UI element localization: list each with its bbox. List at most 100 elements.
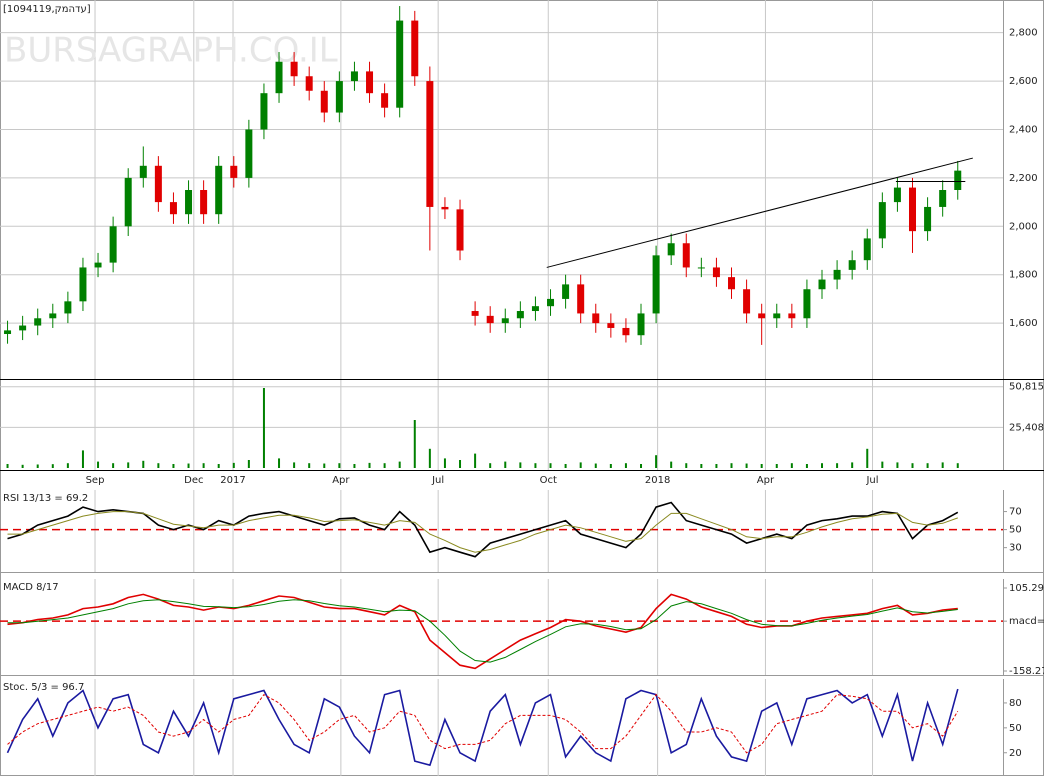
x-tick-label: Jul — [431, 475, 444, 486]
volume-bar — [685, 463, 688, 468]
candle-body — [109, 226, 117, 263]
candle-body — [396, 20, 404, 108]
volume-bar — [730, 463, 733, 468]
candle-body — [230, 165, 238, 178]
candle-body — [456, 209, 464, 251]
candle-body — [773, 313, 781, 319]
volume-bar — [609, 464, 612, 468]
volume-bar — [443, 458, 446, 468]
candle-body — [411, 20, 419, 77]
candle-body — [305, 76, 313, 91]
candle-body — [803, 289, 811, 319]
volume-bar — [459, 460, 462, 468]
candle-body — [667, 243, 675, 256]
volume-bar — [821, 463, 824, 468]
y-tick-label: 1,600 — [1009, 318, 1038, 329]
candle-body — [712, 267, 720, 278]
volume-bar — [489, 463, 492, 468]
watermark: BURSAGRAPH.CO.IL — [4, 31, 338, 71]
x-tick-label: 2018 — [645, 475, 670, 486]
candle-body — [531, 306, 539, 312]
y-tick-label: 2,800 — [1009, 28, 1038, 39]
y-tick-label: 50,815 — [1009, 382, 1044, 393]
y-tick-label: 70 — [1009, 507, 1022, 518]
candle-body — [94, 262, 102, 268]
candle-body — [516, 311, 524, 319]
y-tick-label: 2,400 — [1009, 124, 1038, 135]
candle-body — [547, 298, 555, 307]
volume-bar — [338, 463, 341, 468]
chart-title: [1094119,קמהדע] — [3, 4, 91, 15]
volume-bar — [66, 463, 69, 468]
indicator-line — [7, 501, 959, 558]
candle-body — [577, 284, 585, 314]
volume-bar — [308, 463, 311, 468]
volume-bar — [172, 464, 175, 468]
candle-body — [863, 238, 871, 261]
volume-bar — [564, 464, 567, 468]
y-tick-label: 1,800 — [1009, 270, 1038, 281]
volume-bar — [51, 464, 54, 468]
candle-body — [49, 313, 57, 319]
volume-bar — [881, 461, 884, 468]
candle-body — [924, 206, 932, 232]
indicator-line — [7, 693, 959, 754]
candle-body — [592, 313, 600, 324]
volume-bar — [97, 461, 100, 468]
candle-body — [200, 190, 208, 215]
x-tick-label: 2017 — [220, 475, 245, 486]
volume-bar — [519, 462, 522, 468]
candle-body — [818, 279, 826, 290]
panel-title: RSI 13/13 = 69.2 — [3, 493, 88, 504]
candle-body — [637, 313, 645, 336]
candle-body — [169, 202, 177, 215]
volume-bar — [187, 463, 190, 468]
candle-body — [909, 187, 917, 232]
volume-bar — [956, 463, 959, 468]
x-tick-label: Jul — [865, 475, 878, 486]
candle-body — [260, 93, 268, 130]
volume-bar — [549, 463, 552, 468]
candle-body — [848, 260, 856, 270]
candle-body — [682, 243, 690, 268]
candle-body — [743, 289, 751, 314]
candle-body — [350, 71, 358, 82]
candle-body — [335, 81, 343, 113]
volume-bar — [36, 464, 39, 468]
candle-body — [275, 61, 283, 94]
candle-body — [833, 269, 841, 280]
volume-bar — [127, 462, 130, 468]
y-tick-label: -158.27 — [1009, 666, 1044, 677]
volume-bar — [157, 463, 160, 468]
indicator-line — [7, 511, 958, 553]
volume-bar — [293, 462, 296, 468]
candle-body — [878, 202, 886, 239]
y-tick-label: 2,000 — [1009, 221, 1038, 232]
volume-bar — [911, 463, 914, 468]
candle-body — [622, 327, 630, 336]
volume-bar — [81, 450, 84, 468]
volume-bar — [851, 462, 854, 468]
volume-bar — [474, 453, 477, 468]
y-tick-label: 30 — [1009, 543, 1022, 554]
volume-bar — [504, 461, 507, 468]
volume-bar — [232, 462, 235, 468]
volume-bar — [262, 388, 265, 468]
candle-body — [381, 93, 389, 108]
candle-body — [79, 267, 87, 302]
volume-bar — [624, 463, 627, 468]
candle-body — [471, 311, 479, 316]
indicator-line — [7, 599, 958, 663]
volume-bar — [640, 464, 643, 468]
candle-body — [697, 267, 705, 269]
volume-bar — [775, 464, 778, 468]
volume-bar — [926, 463, 929, 468]
candle-body — [758, 313, 766, 319]
x-tick-label: Oct — [540, 475, 557, 486]
candle-body — [788, 313, 796, 319]
volume-bar — [655, 455, 658, 468]
volume-bar — [413, 420, 416, 468]
y-tick-label: 25,408 — [1009, 422, 1044, 433]
volume-bar — [112, 463, 115, 468]
